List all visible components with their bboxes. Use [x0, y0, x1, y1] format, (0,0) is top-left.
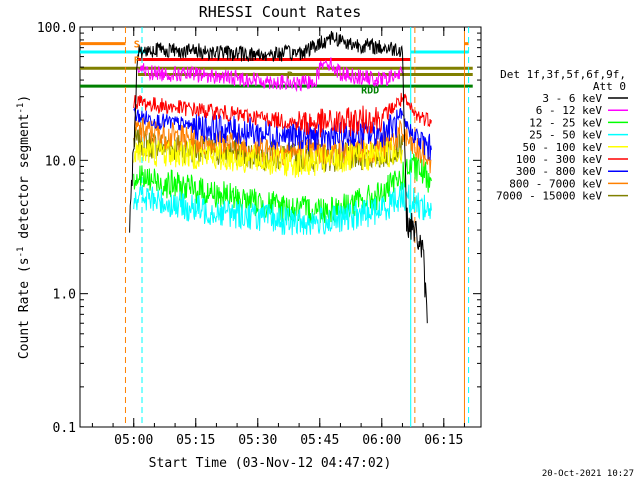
x-tick-label: 06:00 [362, 433, 401, 448]
x-tick-label: 05:00 [114, 433, 153, 448]
series-line [133, 106, 432, 161]
legend-entry-label: 100 - 300 keV [516, 153, 602, 166]
legend-entry-label: 12 - 25 keV [529, 116, 602, 129]
y-tick-label: 1.0 [53, 288, 76, 303]
x-tick-label: 05:15 [176, 433, 215, 448]
series-line [129, 30, 428, 324]
x-axis-ticks: 05:00 05:15 05:30 05:45 06:00 06:15 [91, 27, 465, 448]
series-line [133, 153, 432, 224]
x-tick-label: 06:15 [424, 433, 463, 448]
legend-header: Att 0 [593, 80, 626, 93]
series-line [133, 92, 432, 138]
y-tick-label: 100.0 [37, 21, 76, 36]
chart-title: RHESSI Count Rates [199, 3, 362, 21]
plot-frame [79, 26, 482, 428]
y-axis-ticks: 0.1 1.0 10.0 100.0 [37, 21, 481, 436]
series-line [137, 57, 403, 93]
legend-header: Det 1f,3f,5f,6f,9f, [500, 68, 626, 81]
series-lines [129, 30, 432, 324]
legend-entry-label: 300 - 800 keV [516, 165, 602, 178]
annotation-label: P [287, 71, 293, 82]
annotation-label: RDD [361, 85, 379, 96]
y-axis-label: Count Rate (s-1 detector segment-1) [16, 95, 32, 359]
series-line [133, 183, 432, 236]
annotation-label: F [134, 56, 140, 67]
x-tick-label: 05:45 [300, 433, 339, 448]
legend-entry-label: 3 - 6 keV [542, 92, 602, 105]
legend-entry-label: 7000 - 15000 keV [496, 190, 602, 203]
x-tick-label: 05:30 [238, 433, 277, 448]
legend-entry-label: 25 - 50 keV [529, 129, 602, 142]
footer-timestamp: 20-Oct-2021 10:27 [542, 469, 634, 479]
annotation-label: P [374, 79, 380, 90]
x-axis-label: Start Time (03-Nov-12 04:47:02) [149, 456, 392, 471]
legend-entry-label: 6 - 12 keV [536, 104, 603, 117]
y-tick-label: 10.0 [45, 154, 76, 169]
annotation-label: S [134, 40, 140, 51]
series-line [133, 126, 403, 172]
legend-entry-label: 800 - 7000 keV [509, 177, 602, 190]
series-line [133, 139, 403, 178]
legend-entry-label: 50 - 100 keV [523, 141, 603, 154]
y-tick-label: 0.1 [53, 421, 76, 436]
